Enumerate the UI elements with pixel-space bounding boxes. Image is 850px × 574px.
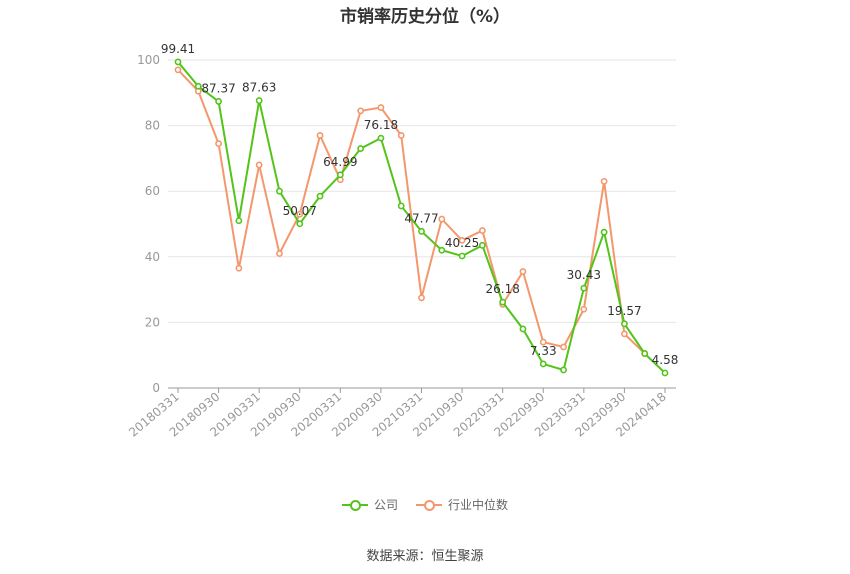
data-point-industry-median [519,268,527,275]
data-point-company [357,145,365,152]
data-point-company [194,82,202,90]
y-tick-label: 80 [145,119,160,133]
data-point-industry-median [397,132,405,139]
data-point-company [580,284,588,292]
data-point-company [519,325,527,333]
data-point-industry-median [539,338,547,346]
data-label: 4.58 [652,353,679,367]
data-point-company [641,350,649,357]
data-point-industry-median [276,250,283,257]
y-tick-label: 0 [152,381,160,395]
data-point-company [235,217,243,225]
data-point-company [418,227,425,235]
data-point-company [560,366,567,374]
data-point-company [661,369,669,377]
data-label: 40.25 [445,236,479,250]
data-point-company [336,171,344,179]
data-point-company [276,187,283,195]
data-point-company [316,192,324,200]
data-point-industry-median [377,104,385,111]
y-tick-label: 60 [145,184,160,198]
data-point-company [174,58,182,66]
legend-item-industry-median[interactable]: 行业中位数 [416,496,508,513]
data-label: 19.57 [607,304,641,318]
data-label: 50.07 [283,204,317,218]
data-label: 87.37 [201,81,235,95]
data-point-company [458,252,466,260]
data-point-industry-median [174,66,182,74]
data-point-company [397,202,405,210]
data-label: 30.43 [567,268,601,282]
data-point-industry-median [438,215,446,223]
legend: 公司 行业中位数 [0,496,850,513]
data-point-company [478,241,486,249]
data-label: 64.99 [323,155,357,169]
data-point-industry-median [215,140,222,148]
chart-title: 市销率历史分位（%） [339,7,511,27]
data-point-industry-median [296,210,304,218]
data-point-company [215,98,222,105]
data-point-industry-median [600,177,608,185]
y-tick-label: 100 [137,53,160,67]
data-point-industry-median [478,227,486,234]
data-point-industry-median [621,330,628,338]
data-point-industry-median [458,236,466,244]
data-label: 87.63 [242,81,276,95]
data-point-industry-median [316,132,324,139]
legend-swatch-company [341,498,368,512]
data-point-company [539,360,547,368]
data-point-company [600,228,608,236]
data-point-company [377,134,385,142]
source-note: 数据来源：恒生聚源 [366,549,484,564]
data-label: 99.41 [161,42,195,56]
legend-item-company[interactable]: 公司 [341,496,398,513]
legend-label-company: 公司 [373,498,398,512]
data-label: 76.18 [364,118,398,132]
data-point-industry-median [560,343,567,351]
data-point-industry-median [235,264,243,272]
legend-swatch-industry-median [416,498,442,512]
y-tick-label: 20 [145,315,160,329]
data-point-industry-median [255,161,263,169]
data-point-industry-median [418,294,425,302]
data-point-company [438,246,446,254]
data-point-industry-median [580,305,588,313]
data-label: 47.77 [404,211,438,225]
data-point-company [255,97,263,104]
data-point-company [296,220,304,228]
y-tick-label: 40 [145,250,160,264]
data-point-company [621,320,628,328]
legend-label-industry-median: 行业中位数 [448,498,509,512]
data-point-company [499,298,507,306]
series-line-industry-median [177,69,646,355]
data-point-industry-median [357,107,365,115]
data-label: 7.33 [530,344,557,358]
data-label: 26.18 [485,282,519,296]
